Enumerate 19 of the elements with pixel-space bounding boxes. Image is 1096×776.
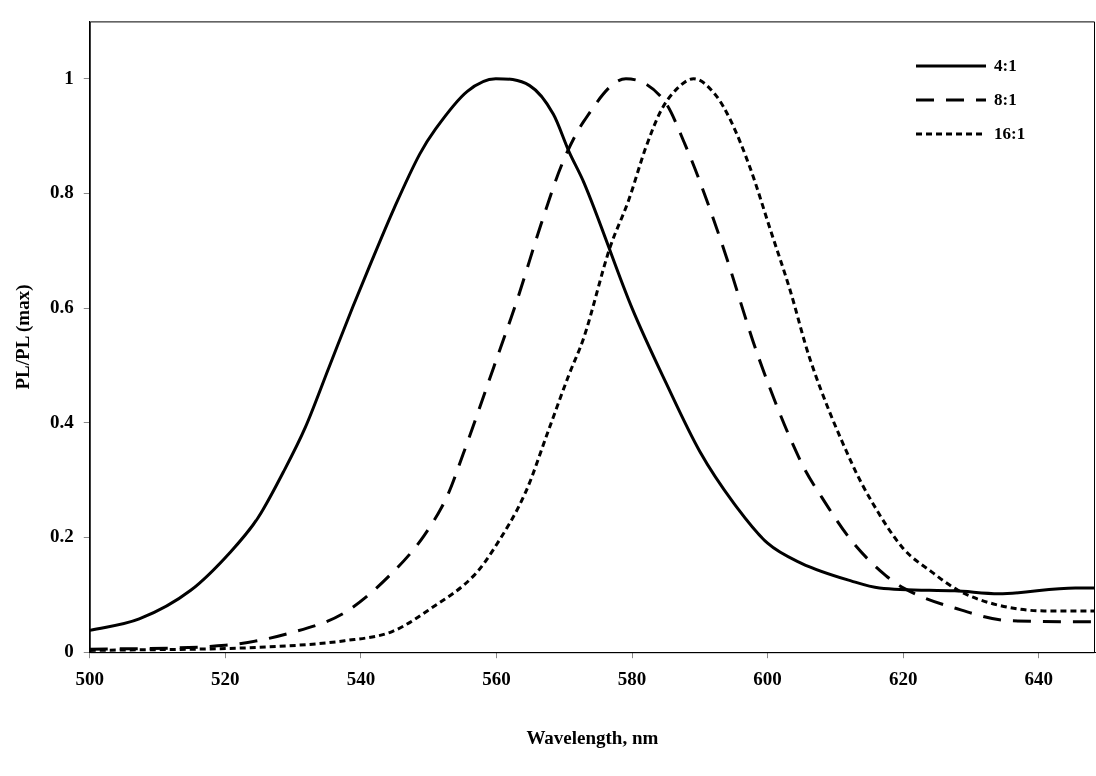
x-tick-label: 620 (888, 667, 918, 689)
y-tick-label: 0.8 (50, 181, 74, 203)
x-tick-label: 520 (211, 667, 240, 689)
y-tick-label: 0.2 (50, 525, 74, 547)
x-tick-label: 640 (1024, 667, 1053, 689)
x-tick-label: 540 (346, 667, 376, 689)
legend-label: 8:1 (994, 89, 1017, 112)
legend-label: 16:1 (994, 123, 1026, 146)
x-tick-label: 580 (617, 667, 647, 689)
y-axis-title: PL/PL (max) (11, 284, 34, 390)
y-tick-label: 1 (64, 66, 74, 88)
legend-label: 4:1 (994, 55, 1017, 78)
x-axis-title: Wavelength, nm (526, 727, 659, 749)
x-tick-label: 500 (75, 667, 104, 689)
y-tick-label: 0.4 (50, 410, 75, 432)
y-tick-label: 0.6 (50, 296, 74, 318)
x-tick-label: 600 (753, 667, 782, 689)
y-tick-label: 0 (64, 640, 74, 662)
x-tick-label: 560 (482, 667, 511, 689)
